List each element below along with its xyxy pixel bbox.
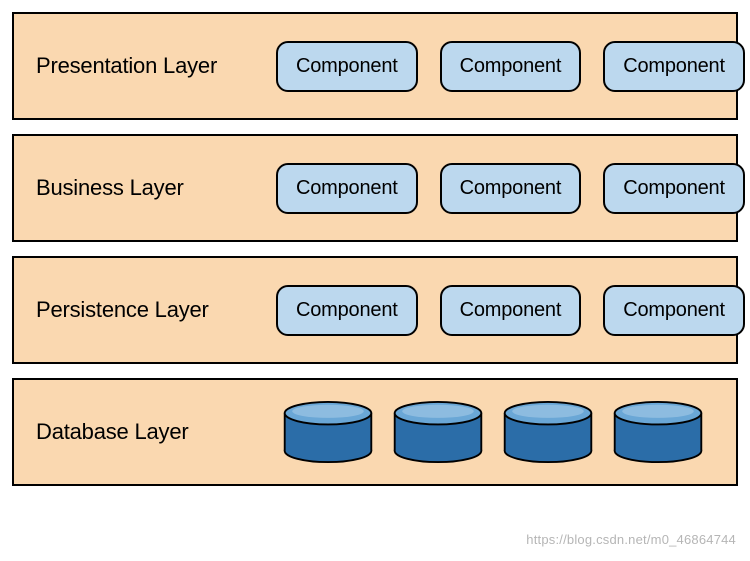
- layer-presentation-layer: Presentation LayerComponentComponentComp…: [12, 12, 738, 120]
- layer-database-layer: Database Layer: [12, 378, 738, 486]
- database-cylinder-icon: [610, 400, 706, 464]
- layer-label: Persistence Layer: [36, 297, 276, 323]
- layer-business-layer: Business LayerComponentComponentComponen…: [12, 134, 738, 242]
- component-group: Component Component Component: [276, 163, 745, 214]
- layer-label: Database Layer: [36, 419, 276, 445]
- database-cylinder-icon: [280, 400, 376, 464]
- component-box: Component: [603, 163, 745, 214]
- component-box: Component: [276, 41, 418, 92]
- component-box: Component: [440, 41, 582, 92]
- component-box: Component: [440, 163, 582, 214]
- component-group: Component Component Component: [276, 285, 745, 336]
- component-box: Component: [276, 163, 418, 214]
- layer-label: Presentation Layer: [36, 53, 276, 79]
- component-box: Component: [276, 285, 418, 336]
- watermark-text: https://blog.csdn.net/m0_46864744: [526, 532, 736, 547]
- database-cylinder-icon: [500, 400, 596, 464]
- layer-label: Business Layer: [36, 175, 276, 201]
- cylinder-group: [276, 400, 714, 464]
- component-box: Component: [603, 41, 745, 92]
- component-group: Component Component Component: [276, 41, 745, 92]
- layer-persistence-layer: Persistence LayerComponentComponentCompo…: [12, 256, 738, 364]
- database-cylinder-icon: [390, 400, 486, 464]
- component-box: Component: [603, 285, 745, 336]
- component-box: Component: [440, 285, 582, 336]
